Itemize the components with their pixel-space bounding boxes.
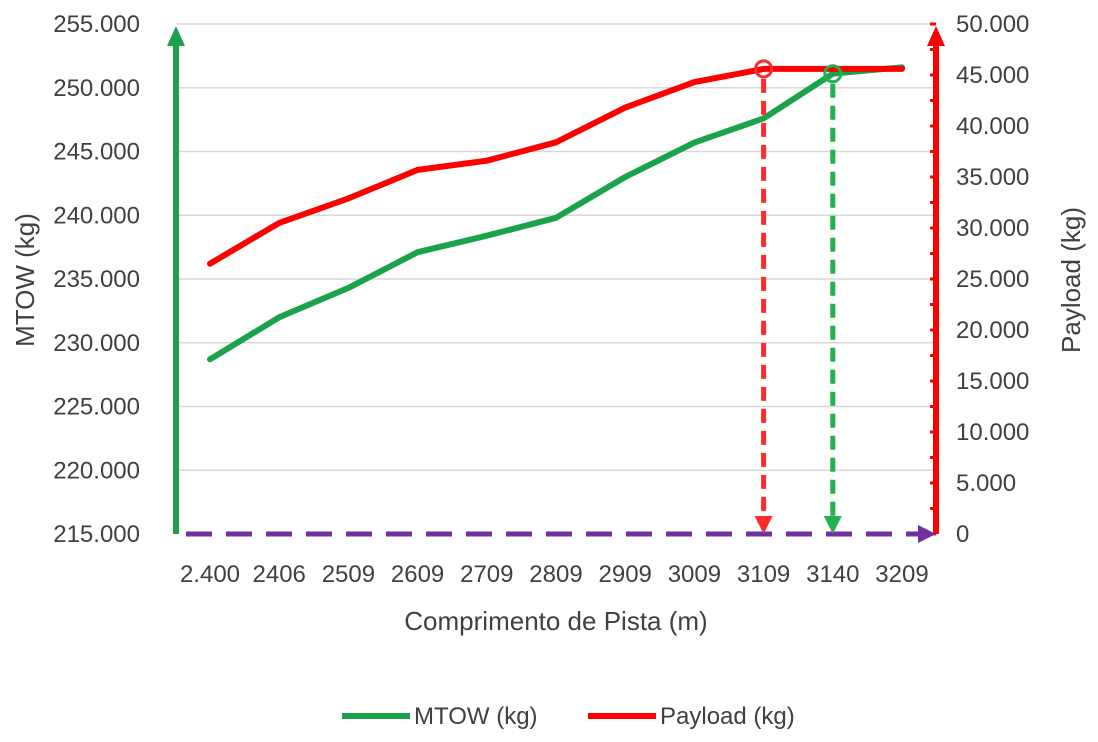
payload-marker: [754, 59, 774, 79]
right-tick-label: 50.000: [956, 11, 1029, 38]
x-tick-label: 3009: [668, 561, 721, 588]
gridlines: [176, 23, 936, 471]
right-axis-arrow-head: [927, 26, 945, 46]
x-tick-label: 2709: [460, 561, 513, 588]
right-y-axis-title: Payload (kg): [1056, 207, 1086, 353]
left-tick-label: 235.000: [53, 266, 140, 293]
legend-label: MTOW (kg): [414, 703, 538, 730]
legend: MTOW (kg) Payload (kg): [342, 703, 795, 730]
right-tick-label: 25.000: [956, 266, 1029, 293]
left-tick-label: 215.000: [53, 521, 140, 548]
left-axis-ticks: 215.000 220.000 225.000 230.000 235.000 240.0…: [53, 11, 140, 548]
left-y-axis-title: MTOW (kg): [10, 213, 40, 347]
right-tick-label: 20.000: [956, 317, 1029, 344]
series-layer: [207, 64, 905, 363]
mtow-marker: [823, 64, 843, 84]
left-tick-label: 230.000: [53, 330, 140, 357]
x-tick-label: 2909: [599, 561, 652, 588]
right-tick-label: 40.000: [956, 113, 1029, 140]
x-axis-ticks: 2.400 2406 2509 2609 2709 2809 2909 3009 3109 314…: [180, 561, 929, 588]
right-tick-label: 10.000: [956, 419, 1029, 446]
right-tick-label: 15.000: [956, 368, 1029, 395]
annotation-layer: [167, 26, 945, 543]
x-tick-label: 2.400: [180, 561, 240, 588]
x-tick-label: 2406: [253, 561, 306, 588]
left-tick-label: 250.000: [53, 75, 140, 102]
right-tick-label: 30.000: [956, 215, 1029, 242]
x-tick-label: 3109: [737, 561, 790, 588]
legend-label: Payload (kg): [660, 703, 795, 730]
mtow-drop-arrow-head: [823, 516, 842, 534]
mtow-line: [207, 64, 905, 363]
left-tick-label: 220.000: [53, 457, 140, 484]
x-axis-title: Comprimento de Pista (m): [404, 606, 707, 636]
payload-drop-arrow-head: [754, 516, 773, 534]
left-tick-label: 255.000: [53, 11, 140, 38]
payload-line: [207, 65, 905, 267]
x-tick-label: 2609: [391, 561, 444, 588]
left-tick-label: 240.000: [53, 202, 140, 229]
right-tick-label: 5.000: [956, 470, 1016, 497]
x-axis-arrow-head: [918, 525, 936, 543]
x-tick-label: 2509: [322, 561, 375, 588]
left-axis-arrow-head: [167, 26, 185, 46]
right-axis-ticks: 0 5.000 10.000 15.000 20.000 25.000 30.000 35.0…: [930, 11, 1029, 548]
x-tick-label: 2809: [529, 561, 582, 588]
x-tick-label: 3209: [875, 561, 928, 588]
right-tick-label: 35.000: [956, 164, 1029, 191]
x-tick-label: 3140: [806, 561, 859, 588]
right-tick-label: 0: [956, 521, 969, 548]
left-tick-label: 225.000: [53, 394, 140, 421]
right-tick-label: 45.000: [956, 62, 1029, 89]
left-tick-label: 245.000: [53, 139, 140, 166]
